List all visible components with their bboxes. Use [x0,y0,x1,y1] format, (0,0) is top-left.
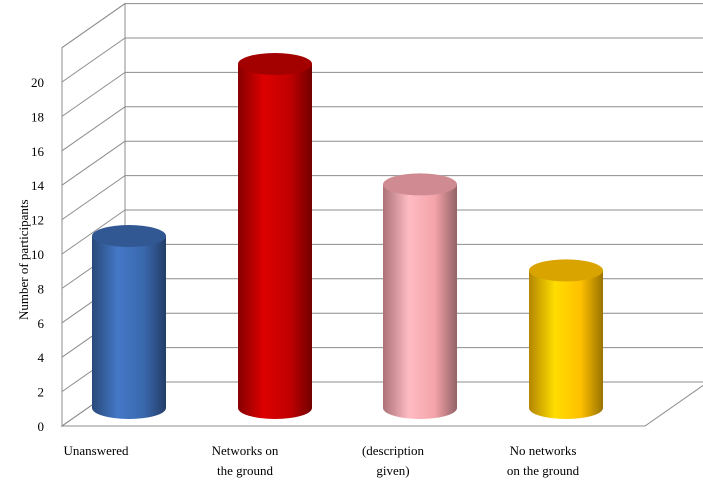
bar-top [92,225,166,247]
y-tick-label: 20 [31,75,44,90]
y-tick-label: 4 [38,350,45,365]
gridline-side [61,140,126,186]
x-category-label: No networks on the ground [507,443,580,478]
y-tick-label: 2 [38,385,45,400]
y-tick-label: 12 [31,213,44,228]
bar-2 [383,173,457,419]
y-tick-label: 10 [31,247,44,262]
bar-body [383,184,457,419]
gridline-side [61,71,126,117]
bar-body [529,270,603,419]
gridline-side [61,3,126,49]
bar-0 [92,225,166,419]
y-tick-label: 8 [38,281,45,296]
bar-top [238,53,312,75]
gridline-side [61,106,126,152]
bar-3 [529,259,603,419]
x-axis-categories: Unanswered Networks on the ground (descript… [64,443,580,478]
bar-1 [238,53,312,419]
y-axis-label: Number of participants [16,199,31,320]
x-category-label: Unanswered [64,443,129,458]
y-tick-label: 16 [31,144,45,159]
y-tick-label: 6 [38,316,45,331]
x-category-label: (description given) [362,443,425,478]
bar-top [383,173,457,196]
bar-body [92,236,166,419]
x-category-label: Networks on the ground [212,443,279,478]
gridline-side [61,37,126,83]
y-tick-label: 18 [31,109,44,124]
y-axis-ticks: 0 2 4 6 8 10 12 14 16 18 20 [31,75,45,434]
y-tick-label: 0 [38,419,45,434]
bar-top [529,259,603,282]
y-tick-label: 14 [31,178,45,193]
gridline-side [61,175,126,221]
bar-body [238,64,312,419]
bars [92,53,603,419]
gridline-side [61,209,126,255]
